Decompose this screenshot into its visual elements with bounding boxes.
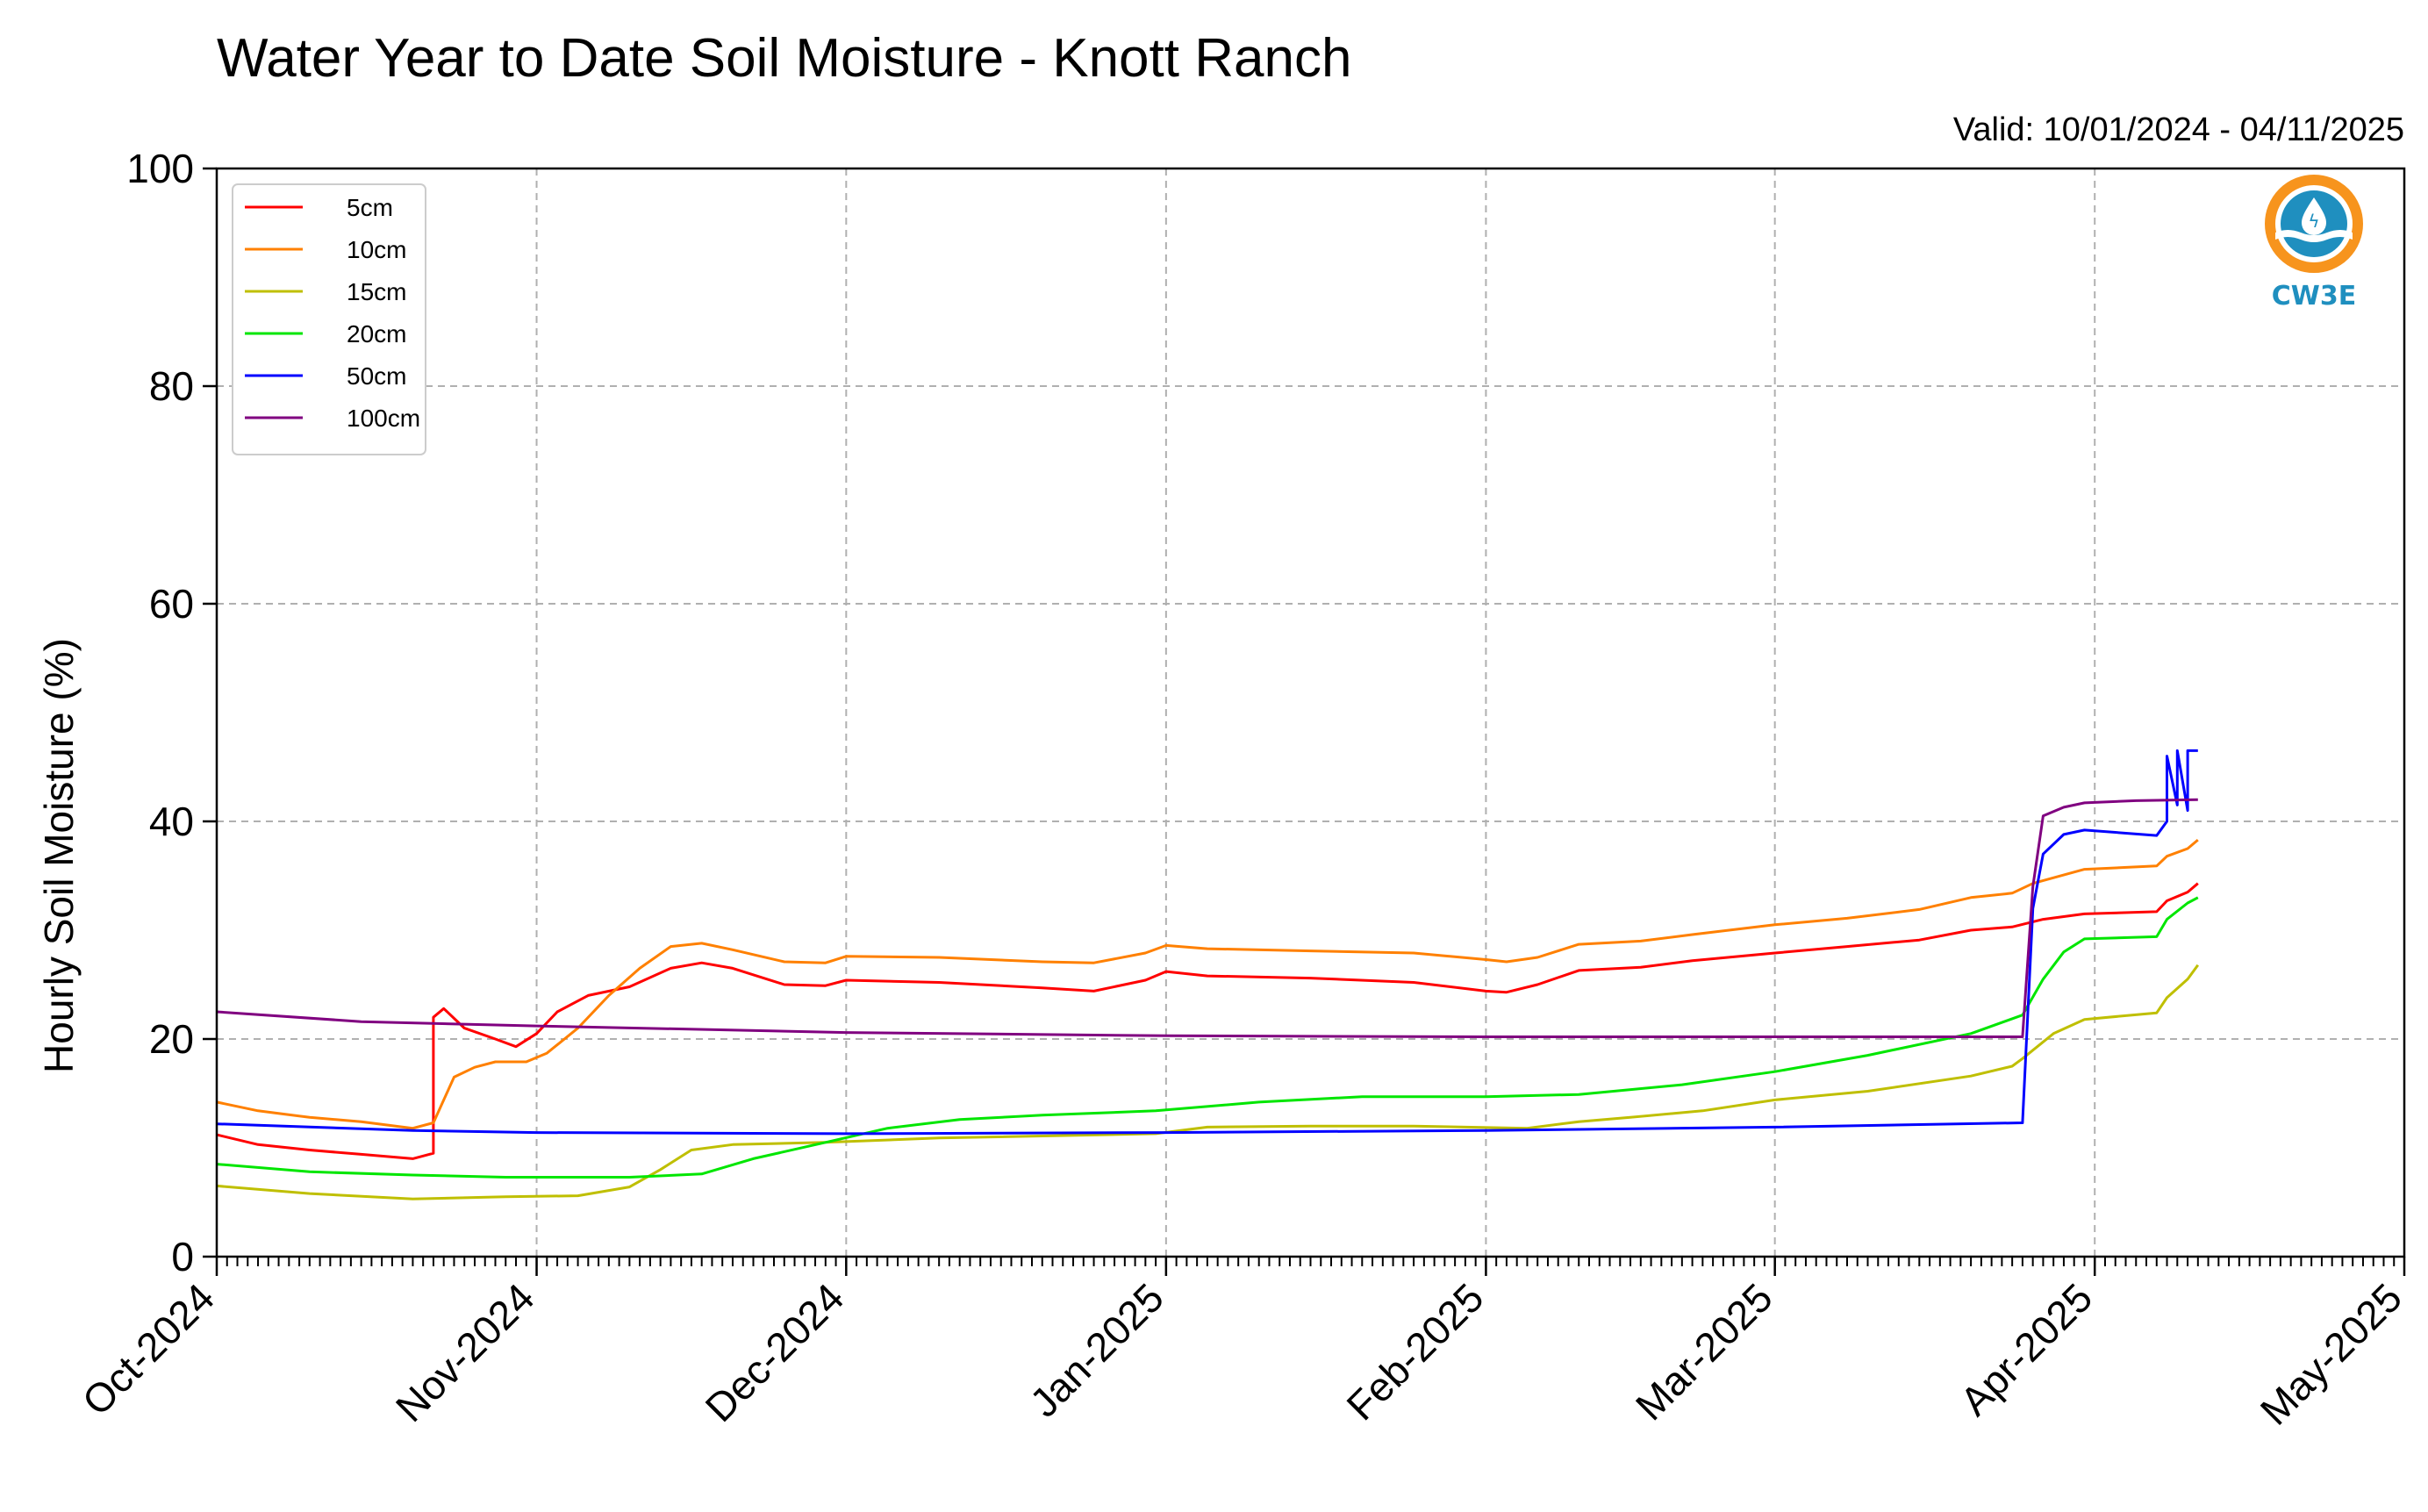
series-line-50cm: [216, 749, 2198, 1136]
y-tick-label: 80: [149, 363, 194, 409]
y-axis-label: Hourly Soil Moisture (%): [36, 638, 82, 1073]
y-tick-label: 40: [149, 799, 194, 844]
logo-ring: [2265, 175, 2363, 273]
chart-subtitle: Valid: 10/01/2024 - 04/11/2025: [1953, 111, 2404, 148]
series-lines: [216, 749, 2200, 1200]
series-line-15cm: [216, 964, 2200, 1200]
y-tick-label: 20: [149, 1016, 194, 1062]
y-tick-label: 60: [149, 581, 194, 627]
series-line-5cm: [216, 882, 2199, 1160]
legend-label: 20cm: [347, 320, 406, 348]
chart-title: Water Year to Date Soil Moisture - Knott…: [217, 28, 1351, 89]
y-tick-label: 100: [126, 146, 194, 191]
legend-label: 5cm: [347, 194, 393, 221]
water-drop-icon: [2302, 197, 2326, 235]
legend-label: 50cm: [347, 362, 406, 390]
legend-label: 10cm: [347, 236, 406, 263]
cw3e-logo: ϟ CW3E: [2265, 175, 2363, 312]
legend-label: 15cm: [347, 278, 406, 305]
legend-label: 100cm: [347, 405, 420, 432]
series-line-20cm: [216, 896, 2199, 1179]
series-line-10cm: [216, 838, 2199, 1130]
legend: 5cm 10cm 15cm 20cm 50cm 100cm: [232, 183, 426, 455]
lightning-icon: ϟ: [2308, 211, 2319, 232]
legend-frame: [232, 183, 426, 455]
y-tick-label: 0: [171, 1234, 194, 1279]
logo-text: CW3E: [2272, 281, 2356, 312]
series-line-100cm: [216, 798, 2198, 1038]
logo-wave-band: [2275, 230, 2353, 242]
